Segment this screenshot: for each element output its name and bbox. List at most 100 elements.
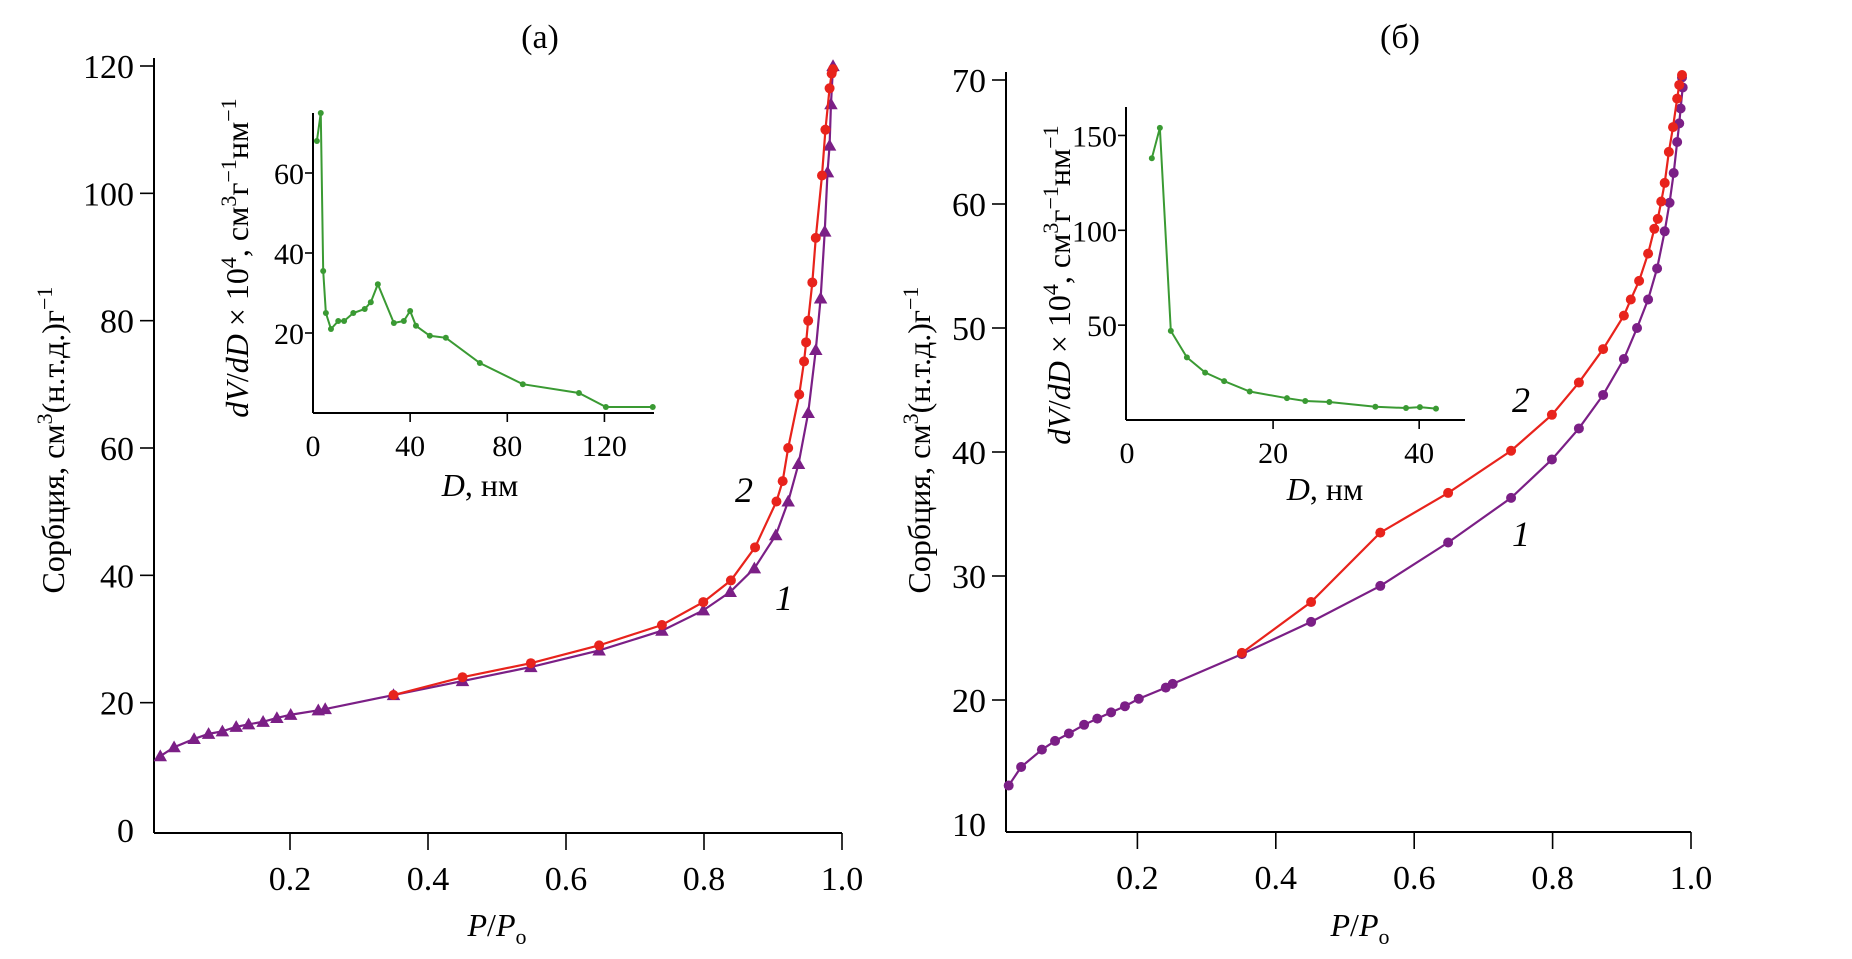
panel-a-xlabel: P/Pо	[467, 907, 527, 949]
panel-b-inset-xlabel: D, нм	[1286, 471, 1363, 507]
panel-b-inset-point	[1326, 398, 1333, 405]
panel-b-series-1-point	[1546, 454, 1557, 465]
panel-a-inset: 20 40 60 0 40 80 120	[274, 110, 656, 463]
panel-b-series-1-point	[1167, 678, 1178, 689]
panel-a-series-2-point	[801, 337, 812, 348]
panel-b-series-2-point	[1663, 146, 1674, 157]
panel-b-inset-point	[1283, 395, 1290, 402]
panel-a-inset-point	[476, 360, 483, 366]
panel-a-ylabel: Сорбция, см3(н.т.д.)г−1	[32, 287, 71, 594]
panel-b: 10 20 30 40 50 60 70 0.2 0.4 0.6 0.8 1.0 50 100 150 0 20…	[952, 63, 1712, 897]
panel-a-inset-y-tick-label: 60	[274, 158, 304, 191]
panel-b-series-2-point	[1659, 177, 1670, 188]
panel-a-series-1-point	[270, 711, 284, 724]
panel-a-series-1-point	[696, 603, 711, 616]
panel-a-inset-point	[575, 390, 582, 396]
panel-b-inset-x-tick-label: 0	[1120, 437, 1135, 470]
panel-b-series-2-point	[1649, 223, 1660, 234]
panel-a-series-2-point	[820, 124, 831, 135]
panel-a-inset-x-tick-label: 0	[306, 430, 321, 463]
panel-a-series-1-point	[241, 717, 256, 730]
panel-a-inset-x-tick-label: 80	[492, 430, 522, 463]
panel-a-series-2-point	[794, 389, 805, 400]
panel-b-inset-point	[1403, 405, 1410, 412]
panel-a-inset-point	[361, 306, 368, 312]
panel-b-series-1-point	[1618, 354, 1629, 364]
panel-a-series-2-point	[799, 356, 810, 367]
panel-b-inset-y-tick-label: 150	[1072, 120, 1117, 153]
panel-b-series-1-point	[1003, 780, 1014, 791]
panel-a-y-tick-label: 100	[83, 176, 134, 213]
panel-b-curve-2-label: 2	[1512, 380, 1530, 420]
panel-a-series-1-point	[813, 291, 828, 304]
panel-b-y-tick-label: 50	[952, 311, 986, 348]
panel-b-inset-y-tick-label: 100	[1072, 215, 1117, 248]
panel-a-inset-x-tick-label: 120	[582, 430, 627, 463]
panel-b-inset-point	[1148, 155, 1155, 162]
panel-b-series-2-point	[1672, 93, 1683, 104]
panel-b-series-1-point	[1063, 728, 1074, 739]
panel-b-inset-line	[1150, 127, 1437, 410]
panel-b-series-2-point	[1375, 527, 1386, 538]
panel-a: 0 20 40 60 80 100 120 0.2 0.4 0.6 0.8 1.0 20 40 60 0 40 8…	[83, 49, 863, 898]
panel-a-inset-line	[315, 112, 653, 408]
panel-b-inset: 50 100 150 0 20 40	[1072, 107, 1465, 470]
panel-a-inset-point	[407, 308, 414, 314]
panel-a-series-1-point	[256, 715, 270, 727]
panel-a-series-2-point	[656, 619, 667, 630]
panel-a-series-1-point	[167, 740, 181, 753]
panel-b-series-1-point	[1668, 168, 1679, 178]
panel-a-series-1-line	[159, 65, 835, 758]
panel-b-series-1-point	[1506, 492, 1517, 503]
panel-b-series-2-point	[1643, 248, 1654, 259]
panel-b-series-1-point	[1632, 323, 1643, 333]
panel-a-series-2-point	[824, 83, 835, 94]
panel-b-inset-point	[1202, 369, 1209, 376]
panel-a-x-tick-label: 1.0	[821, 861, 864, 898]
panel-b-inset-point	[1302, 398, 1309, 405]
panel-b-series-1-point	[1050, 735, 1061, 746]
panel-a-series-2-point	[771, 496, 782, 507]
panel-b-series-1-point	[1092, 713, 1103, 724]
panel-a-inset-ylabel: dV/dD × 104, см3г−1нм−1	[216, 98, 255, 417]
panel-a-series-1-point	[781, 494, 795, 507]
panel-b-inset-x-tick-label: 40	[1404, 437, 1434, 470]
panel-a-inset-point	[649, 404, 656, 410]
panel-a-inset-point	[390, 320, 397, 326]
panel-a-series-2-point	[457, 672, 468, 683]
panel-a-series-1-point	[283, 708, 298, 720]
panel-a-x-tick-label: 0.2	[269, 861, 312, 898]
panel-b-inset-point	[1372, 403, 1379, 410]
panel-a-series-1-point	[201, 727, 216, 739]
panel-a-y-tick-label: 0	[117, 813, 134, 850]
panel-a-x-tick-label: 0.6	[545, 861, 588, 898]
panel-a-series-1-point	[769, 528, 783, 541]
panel-a-inset-point	[320, 268, 327, 274]
panel-b-series-2-point	[1634, 275, 1645, 286]
panel-b-y-tick-label: 10	[952, 807, 986, 844]
panel-b-series-1-point	[1672, 137, 1683, 147]
panel-b-series-1-point	[1664, 197, 1675, 208]
panel-a-y-tick-label: 60	[100, 431, 134, 468]
panel-a-series-1-point	[187, 732, 201, 745]
panel-b-series-1-point	[1443, 537, 1454, 548]
panel-b-xlabel: P/Pо	[1330, 907, 1390, 949]
panel-b-series-1-point	[1675, 103, 1686, 114]
panel-b-series-1-point	[1598, 389, 1609, 400]
panel-a-inset-point	[335, 318, 342, 324]
panel-b-series-1-point	[1079, 719, 1090, 730]
panel-a-inset-x-tick-label: 40	[395, 430, 425, 463]
panel-a-series-2-point	[810, 232, 821, 243]
panel-a-series-2-point	[816, 170, 827, 181]
panel-b-series-1-point	[1133, 693, 1144, 704]
panel-a-inset-point	[412, 322, 419, 329]
panel-a-inset-y-tick-label: 40	[274, 238, 304, 271]
panel-b-series-2-point	[1306, 597, 1317, 608]
panel-b-series-2-point	[1652, 213, 1663, 224]
panel-b-curve-1-label: 1	[1512, 514, 1530, 554]
panel-b-inset-point	[1156, 124, 1163, 131]
panel-b-inset-point	[1167, 327, 1174, 334]
panel-b-series-2-point	[1674, 79, 1685, 90]
panel-a-inset-xlabel: D, нм	[441, 467, 518, 503]
